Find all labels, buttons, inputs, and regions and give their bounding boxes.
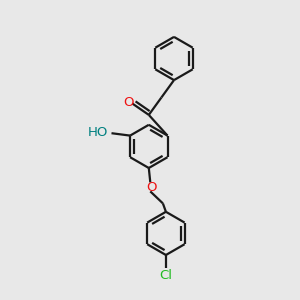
Text: HO: HO (88, 126, 108, 139)
Text: Cl: Cl (159, 268, 172, 282)
Text: O: O (124, 96, 134, 109)
Text: O: O (146, 181, 157, 194)
